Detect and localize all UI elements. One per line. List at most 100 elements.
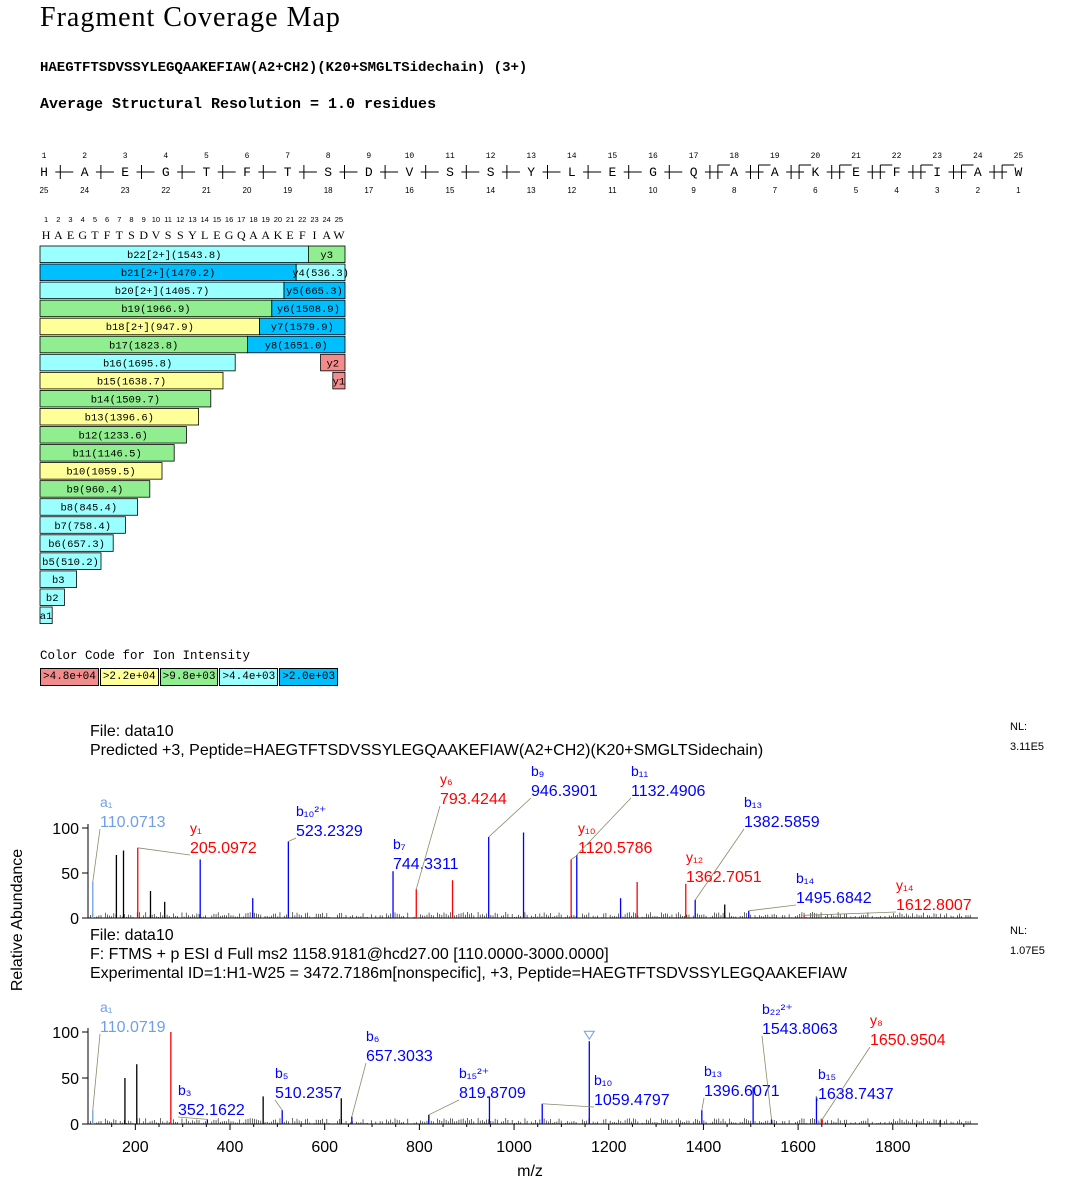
b-ion-label: a1 xyxy=(40,611,53,623)
b-ion-bar xyxy=(39,353,236,372)
coverage-residue: G xyxy=(225,228,234,242)
seq-index-top: 25 xyxy=(1014,152,1024,161)
coverage-residue: A xyxy=(261,228,270,242)
annotation-leader xyxy=(137,847,191,856)
ion-name-label: y₆ xyxy=(440,771,453,787)
spectrum-header-line: Experimental ID=1:H1-W25 = 3472.7186m[no… xyxy=(90,965,848,982)
seq-residue: V xyxy=(405,165,413,180)
peptide-header: HAEGTFTSDVSSYLEGQAAKEFIAW(A2+CH2)(K20+SM… xyxy=(40,60,528,76)
b-ion-label: b22[2+](1543.8) xyxy=(127,250,222,262)
coverage-index: 22 xyxy=(298,215,306,224)
b-ion-label: b8(845.4) xyxy=(60,503,117,515)
ion-mz-label: 510.2357 xyxy=(275,1085,342,1102)
seq-index-bottom: 7 xyxy=(773,186,778,195)
annotation-leader xyxy=(570,854,579,860)
seq-index-top: 23 xyxy=(932,152,942,161)
y-cleavage-mark xyxy=(920,164,933,179)
coverage-residue: S xyxy=(165,228,172,242)
ion-mz-label: 793.4244 xyxy=(440,791,507,808)
ion-mz-label: 1495.6842 xyxy=(796,890,872,907)
x-tick-label: 200 xyxy=(122,1139,149,1156)
ion-mz-label: 110.0713 xyxy=(100,814,166,831)
spectrum-header-line: Predicted +3, Peptide=HAEGTFTSDVSSYLEGQA… xyxy=(90,742,763,759)
seq-index-top: 14 xyxy=(567,152,577,161)
y-tick-label: 50 xyxy=(61,866,79,883)
coverage-residue: D xyxy=(139,228,148,242)
coverage-index: 21 xyxy=(286,215,294,224)
seq-index-bottom: 15 xyxy=(446,186,455,195)
coverage-residue: F xyxy=(299,228,306,242)
spectra-plot: File: data10 Predicted +3, Peptide=HAEGTF… xyxy=(9,721,1045,1180)
ion-mz-label: 1382.5859 xyxy=(744,814,820,831)
coverage-index: 19 xyxy=(262,215,270,224)
coverage-index: 20 xyxy=(274,215,282,224)
y-ion-label: y3 xyxy=(320,250,333,262)
b-ion-label: b20[2+](1405.7) xyxy=(115,286,210,298)
ion-name-label: b₉ xyxy=(531,763,544,779)
b-ion-label: b6(657.3) xyxy=(48,539,105,551)
ion-name-label: b₁₅²⁺ xyxy=(459,1065,489,1081)
seq-index-top: 24 xyxy=(973,152,983,161)
b-ion-bar xyxy=(39,588,65,606)
seq-index-bottom: 13 xyxy=(527,186,536,195)
y-ion-bar xyxy=(271,299,346,318)
b-ion-bar xyxy=(39,444,175,462)
y-tick-label: 100 xyxy=(52,821,79,838)
x-tick-label: 1600 xyxy=(780,1139,816,1156)
ion-mz-label: 946.3901 xyxy=(531,783,598,800)
seq-index-top: 9 xyxy=(366,152,371,161)
annotation-leader xyxy=(177,1116,208,1120)
ion-name-label: b₁₃ xyxy=(744,794,762,810)
seq-index-bottom: 11 xyxy=(608,186,617,195)
ion-name-label: b₁₅ xyxy=(818,1066,836,1082)
coverage-residue: A xyxy=(54,228,63,242)
seq-index-top: 13 xyxy=(526,152,536,161)
seq-residue: G xyxy=(162,165,170,180)
coverage-index: 18 xyxy=(249,215,257,224)
y-tick-label: 50 xyxy=(61,1071,79,1088)
seq-index-bottom: 9 xyxy=(691,186,696,195)
spectrum-header-line: File: data10 xyxy=(90,723,174,740)
annotation-leader xyxy=(415,805,441,890)
annotation-leader xyxy=(816,1096,819,1102)
nl-value: 1.07E5 xyxy=(1010,945,1045,957)
coverage-residue: A xyxy=(249,228,258,242)
intensity-legend: >4.8e+04 >2.2e+04 >9.8e+03 >4.4e+03 >2.0e+03 xyxy=(40,668,339,686)
y-ion-label: y2 xyxy=(326,358,339,370)
seq-residue: I xyxy=(933,165,941,180)
coverage-residue: G xyxy=(78,228,87,242)
b-ion-bar xyxy=(39,516,126,534)
seq-residue: E xyxy=(121,165,129,180)
ion-name-label: b₆ xyxy=(366,1028,379,1044)
coverage-index: 17 xyxy=(237,215,245,224)
b-ion-label: b13(1396.6) xyxy=(85,412,154,424)
annotation-leader xyxy=(542,1103,595,1108)
seq-index-top: 2 xyxy=(82,152,87,161)
ion-name-label: b₁₁ xyxy=(631,763,649,779)
coverage-index: 8 xyxy=(129,215,133,224)
y-ion-label: y6(1508.9) xyxy=(277,304,340,316)
y-ion-label: y7(1579.9) xyxy=(271,322,334,334)
coverage-residue: T xyxy=(116,228,124,242)
annotation-leader xyxy=(694,828,745,901)
coverage-index: 1 xyxy=(44,215,48,224)
coverage-index: 15 xyxy=(213,215,221,224)
b-ion-label: b12(1233.6) xyxy=(79,431,148,443)
seq-residue: A xyxy=(974,165,982,180)
ion-name-label: b₂₂²⁺ xyxy=(762,1001,793,1017)
seq-residue: T xyxy=(202,165,210,180)
seq-residue: G xyxy=(649,165,657,180)
seq-index-bottom: 20 xyxy=(243,186,252,195)
coverage-index: 5 xyxy=(93,215,97,224)
y-ion-bar xyxy=(295,263,346,281)
coverage-residue: I xyxy=(313,228,317,242)
y-ion-label: y8(1651.0) xyxy=(265,340,328,352)
coverage-index: 10 xyxy=(152,215,160,224)
seq-index-top: 4 xyxy=(163,152,168,161)
ion-mz-label: 1362.7051 xyxy=(686,869,762,886)
coverage-residue: S xyxy=(128,228,135,242)
spectrum-header-line: File: data10 xyxy=(90,927,174,944)
y-tick-label: 0 xyxy=(70,911,79,928)
seq-index-bottom: 23 xyxy=(121,186,130,195)
seq-residue: L xyxy=(568,165,576,180)
